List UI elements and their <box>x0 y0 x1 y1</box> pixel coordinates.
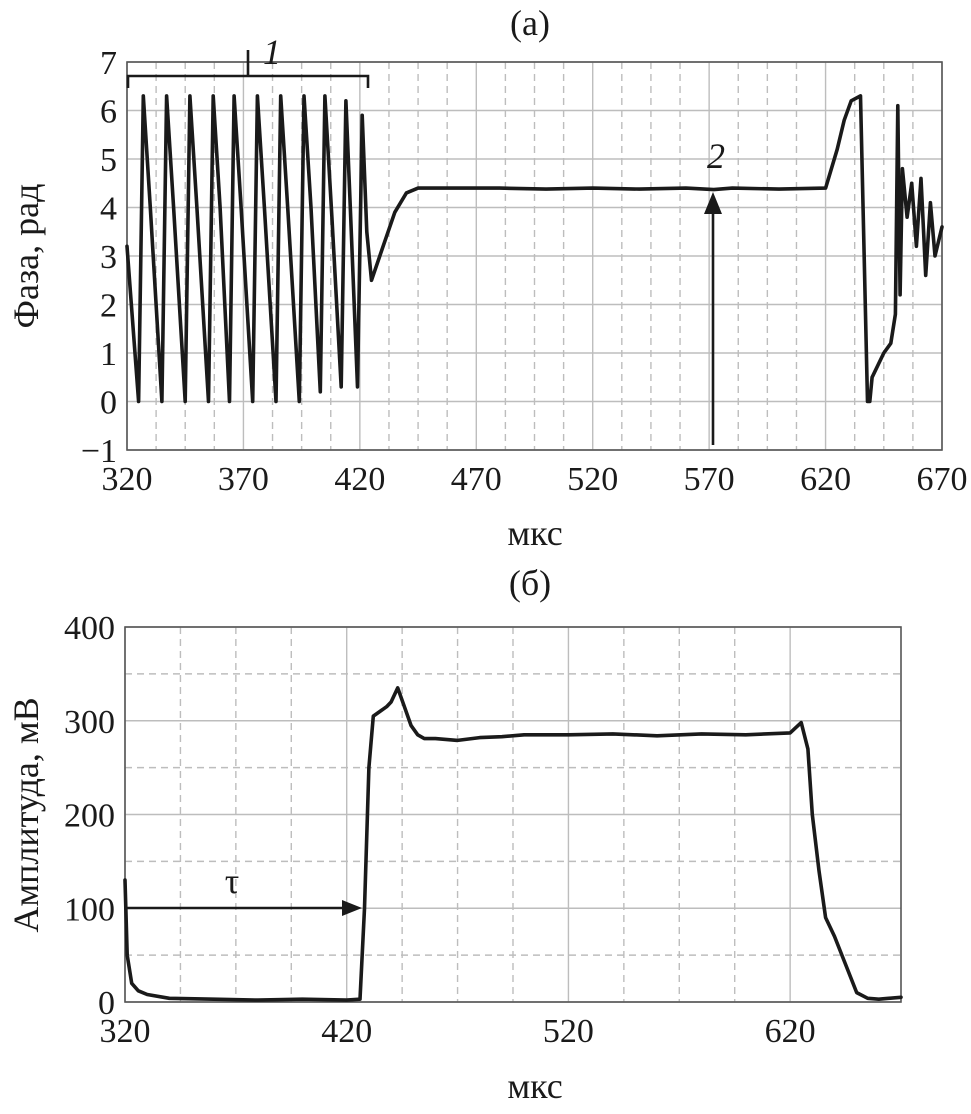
panel-b-ticks: 320 420 520 620 0 100 200 300 400 <box>64 610 816 1050</box>
annotation-1-label: 1 <box>263 32 281 72</box>
panel-a-y-tick-label: 6 <box>100 94 117 131</box>
panel-b-amplitude-chart: (б) 320 420 520 620 0 100 200 300 400 Амплитуда,… <box>6 563 903 1106</box>
panel-b-x-tick-label: 320 <box>100 1013 151 1050</box>
panel-a-y-tick-label: 5 <box>100 142 117 179</box>
annotation-2-arrow-head <box>704 192 722 214</box>
panel-a-x-tick-label: 320 <box>102 461 153 498</box>
panel-a-x-tick-label: 520 <box>567 461 618 498</box>
annotation-2-label: 2 <box>707 136 725 176</box>
panel-b-y-tick-label: 400 <box>64 610 115 647</box>
panel-a-y-tick-label: 3 <box>100 239 117 276</box>
panel-a-x-tick-label: 420 <box>334 461 385 498</box>
panel-b-y-tick-label: 300 <box>64 704 115 741</box>
annotation-1-bracket <box>126 50 370 88</box>
panel-a-ticks: 320 370 420 470 520 570 620 670 −1 0 1 2 3 4 5 6 7 <box>81 45 968 498</box>
panel-b-x-tick-label: 620 <box>765 1013 816 1050</box>
panel-b-y-tick-label: 0 <box>98 985 115 1022</box>
panel-a-x-tick-label: 620 <box>800 461 851 498</box>
panel-a-y-tick-label: 7 <box>100 45 117 82</box>
panel-b-y-axis-title: Амплитуда, мВ <box>6 697 46 932</box>
panel-a-x-tick-label: 670 <box>917 461 968 498</box>
panel-a-grid <box>126 61 943 451</box>
panel-b-y-tick-label: 100 <box>64 891 115 928</box>
panel-a-y-tick-label: −1 <box>81 433 117 470</box>
panel-b-label: (б) <box>509 563 551 603</box>
panel-a-phase-series-line <box>125 94 944 404</box>
panel-b-amplitude-series-line <box>123 686 903 1002</box>
panel-a-y-tick-label: 2 <box>100 288 117 325</box>
panel-b-grid <box>124 626 901 1003</box>
panel-b-x-axis-title: мкс <box>507 1066 562 1106</box>
panel-b-x-tick-label: 420 <box>321 1013 372 1050</box>
panel-a-phase-chart: (а) 320 370 420 470 520 570 620 670 −1 0 1 2 3 4 5 6 7 Ф… <box>6 3 968 553</box>
panel-a-y-tick-label: 1 <box>100 336 117 373</box>
panel-a-label: (а) <box>510 3 550 43</box>
panel-a-y-axis-title: Фаза, рад <box>6 184 46 329</box>
panel-b-y-tick-label: 200 <box>64 798 115 835</box>
panel-a-x-axis-title: мкс <box>507 513 562 553</box>
panel-a-y-tick-label: 0 <box>100 385 117 422</box>
panel-a-x-tick-label: 470 <box>451 461 502 498</box>
annotation-tau-label: τ <box>225 861 239 901</box>
panel-a-y-tick-label: 4 <box>100 191 117 228</box>
annotation-tau-arrow-head <box>342 900 362 916</box>
panel-a-x-tick-label: 370 <box>218 461 269 498</box>
panel-b-x-tick-label: 520 <box>543 1013 594 1050</box>
panel-b-plot-frame <box>124 626 902 1003</box>
panel-a-x-tick-label: 570 <box>684 461 735 498</box>
